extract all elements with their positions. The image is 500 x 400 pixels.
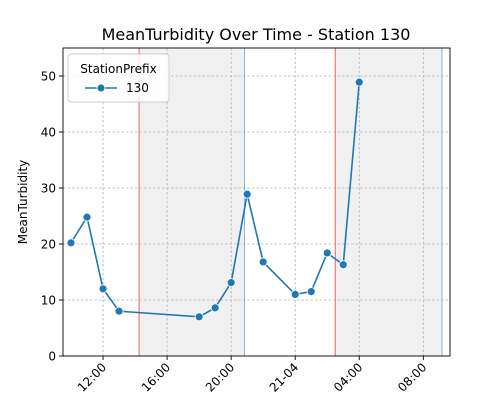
data-point	[306, 287, 316, 297]
data-point	[82, 212, 92, 222]
data-point	[210, 303, 220, 313]
y-tick-label: 0	[48, 350, 56, 364]
y-tick-label: 10	[41, 294, 56, 308]
shaded-region	[335, 48, 442, 356]
data-point	[226, 278, 236, 288]
y-tick-label: 50	[41, 70, 56, 84]
data-point	[242, 189, 252, 199]
data-point	[322, 248, 332, 258]
y-tick-label: 20	[41, 238, 56, 252]
legend-entry-label: 130	[126, 81, 149, 95]
data-point	[114, 306, 124, 316]
y-axis-label: MeanTurbidity	[16, 160, 30, 244]
series-line	[70, 82, 361, 318]
y-tick-label: 30	[41, 182, 56, 196]
legend: StationPrefix 130	[67, 53, 170, 103]
data-point	[354, 77, 364, 87]
data-point	[338, 260, 348, 270]
chart-title: MeanTurbidity Over Time - Station 130	[102, 25, 411, 44]
data-point	[66, 238, 76, 248]
data-point	[290, 289, 300, 299]
legend-marker-swatch	[96, 83, 106, 93]
data-point	[98, 284, 108, 294]
legend-box	[67, 53, 170, 103]
data-point	[194, 312, 204, 322]
y-tick-label: 40	[41, 126, 56, 140]
data-point	[258, 257, 268, 267]
axes-frame	[62, 47, 451, 357]
legend-title: StationPrefix	[80, 62, 156, 76]
